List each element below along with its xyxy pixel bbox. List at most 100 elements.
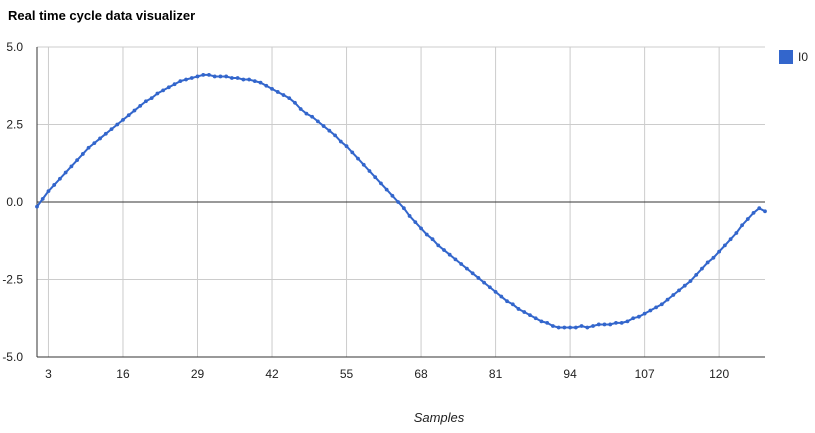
data-point [298, 107, 303, 111]
data-point [665, 297, 670, 302]
data-point [86, 145, 91, 150]
y-tick-label: 5.0 [6, 40, 23, 54]
data-point [705, 260, 710, 265]
data-point [505, 299, 509, 304]
data-point [184, 77, 188, 82]
x-tick-label: 68 [414, 367, 428, 381]
data-point [568, 325, 573, 330]
data-point [58, 176, 62, 181]
data-point [356, 156, 360, 161]
data-point [482, 280, 487, 285]
data-point [545, 321, 550, 325]
y-tick-label: 2.5 [6, 118, 23, 132]
data-point [161, 88, 166, 93]
legend-label: I0 [798, 50, 808, 64]
x-tick-label: 3 [45, 367, 52, 381]
data-point [510, 302, 515, 307]
data-point [711, 255, 716, 260]
data-point [602, 322, 607, 327]
data-point [275, 90, 280, 94]
data-point [522, 310, 527, 314]
data-point [722, 243, 727, 248]
data-point [396, 200, 401, 204]
data-point [751, 210, 756, 215]
data-point [155, 91, 160, 96]
data-point [413, 220, 418, 225]
data-point [591, 324, 595, 328]
data-point [40, 197, 45, 201]
data-point [121, 117, 125, 122]
data-point [229, 76, 234, 80]
x-tick-label: 55 [340, 367, 354, 381]
data-point [499, 294, 504, 299]
x-tick-label: 29 [191, 367, 205, 381]
data-point [178, 79, 183, 83]
data-point [281, 93, 286, 97]
data-point [436, 243, 441, 248]
data-point [539, 319, 544, 324]
data-point [671, 293, 676, 297]
x-tick-label: 94 [563, 367, 577, 381]
data-point [694, 272, 699, 277]
data-point [556, 325, 561, 330]
data-point [338, 139, 343, 144]
data-point [442, 248, 446, 252]
data-point [207, 73, 211, 77]
data-point [315, 119, 320, 124]
data-point [659, 302, 664, 307]
data-point [447, 252, 452, 257]
data-point [424, 232, 429, 237]
data-point [166, 85, 171, 90]
data-point [717, 249, 722, 254]
data-point [201, 73, 206, 77]
x-tick-label: 81 [489, 367, 503, 381]
data-point [654, 305, 658, 310]
data-point [619, 321, 624, 325]
data-point [304, 111, 309, 116]
data-point [551, 324, 555, 328]
data-point [98, 136, 102, 141]
data-point [126, 113, 131, 118]
data-point [459, 262, 464, 266]
data-point [172, 82, 177, 87]
data-point [46, 189, 51, 194]
data-point [493, 290, 498, 294]
data-point [344, 144, 349, 149]
data-point [579, 324, 584, 328]
data-point [745, 217, 750, 221]
data-point [310, 114, 315, 119]
data-point [212, 74, 217, 79]
data-point [625, 319, 630, 324]
data-point [614, 321, 618, 325]
y-tick-label: 0.0 [6, 195, 23, 209]
data-point [367, 169, 372, 173]
data-point [247, 77, 251, 82]
data-point [92, 141, 97, 146]
data-point [189, 76, 194, 80]
data-point [35, 204, 39, 209]
y-tick-label: -5.0 [2, 350, 23, 364]
data-point [69, 164, 74, 169]
data-point [453, 257, 458, 262]
data-point [465, 266, 469, 271]
data-point [327, 128, 332, 133]
chart-title: Real time cycle data visualizer [8, 8, 196, 23]
x-tick-label: 42 [265, 367, 279, 381]
data-point [631, 316, 636, 321]
data-point [103, 131, 108, 136]
data-point [287, 96, 292, 101]
y-tick-label: -2.5 [2, 273, 23, 287]
data-point [585, 325, 590, 330]
data-point [195, 74, 200, 79]
data-point [407, 214, 412, 218]
data-point [333, 133, 337, 138]
x-tick-label: 120 [709, 367, 729, 381]
x-axis-title: Samples [414, 410, 465, 425]
data-point [562, 325, 567, 330]
data-point [379, 181, 383, 186]
data-point [149, 96, 154, 101]
data-point [728, 237, 733, 242]
data-point [642, 311, 647, 316]
data-point [224, 74, 229, 79]
data-point [636, 314, 641, 319]
